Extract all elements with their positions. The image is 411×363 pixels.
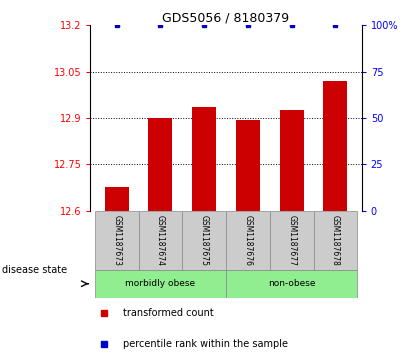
Text: GSM1187676: GSM1187676 (243, 215, 252, 266)
Text: GSM1187673: GSM1187673 (112, 215, 121, 266)
Bar (95, 211, 139, 270)
Bar (323, 81, 347, 211)
Text: morbidly obese: morbidly obese (125, 279, 196, 288)
Text: disease state: disease state (2, 265, 67, 276)
Bar (182, 211, 226, 270)
Text: transformed count: transformed count (123, 308, 214, 318)
Bar (226, 211, 270, 270)
Bar (192, 107, 216, 211)
Bar (270, 211, 314, 270)
Bar (226, 270, 357, 298)
Text: GSM1187677: GSM1187677 (287, 215, 296, 266)
Bar (95, 270, 226, 298)
Bar (279, 110, 304, 211)
Title: GDS5056 / 8180379: GDS5056 / 8180379 (162, 11, 290, 24)
Bar (148, 118, 173, 211)
Text: GSM1187674: GSM1187674 (156, 215, 165, 266)
Bar (236, 119, 260, 211)
Bar (105, 187, 129, 211)
Text: non-obese: non-obese (268, 279, 315, 288)
Bar (314, 211, 357, 270)
Text: GSM1187678: GSM1187678 (331, 215, 340, 266)
Text: GSM1187675: GSM1187675 (200, 215, 209, 266)
Bar (139, 211, 182, 270)
Text: percentile rank within the sample: percentile rank within the sample (123, 339, 288, 349)
